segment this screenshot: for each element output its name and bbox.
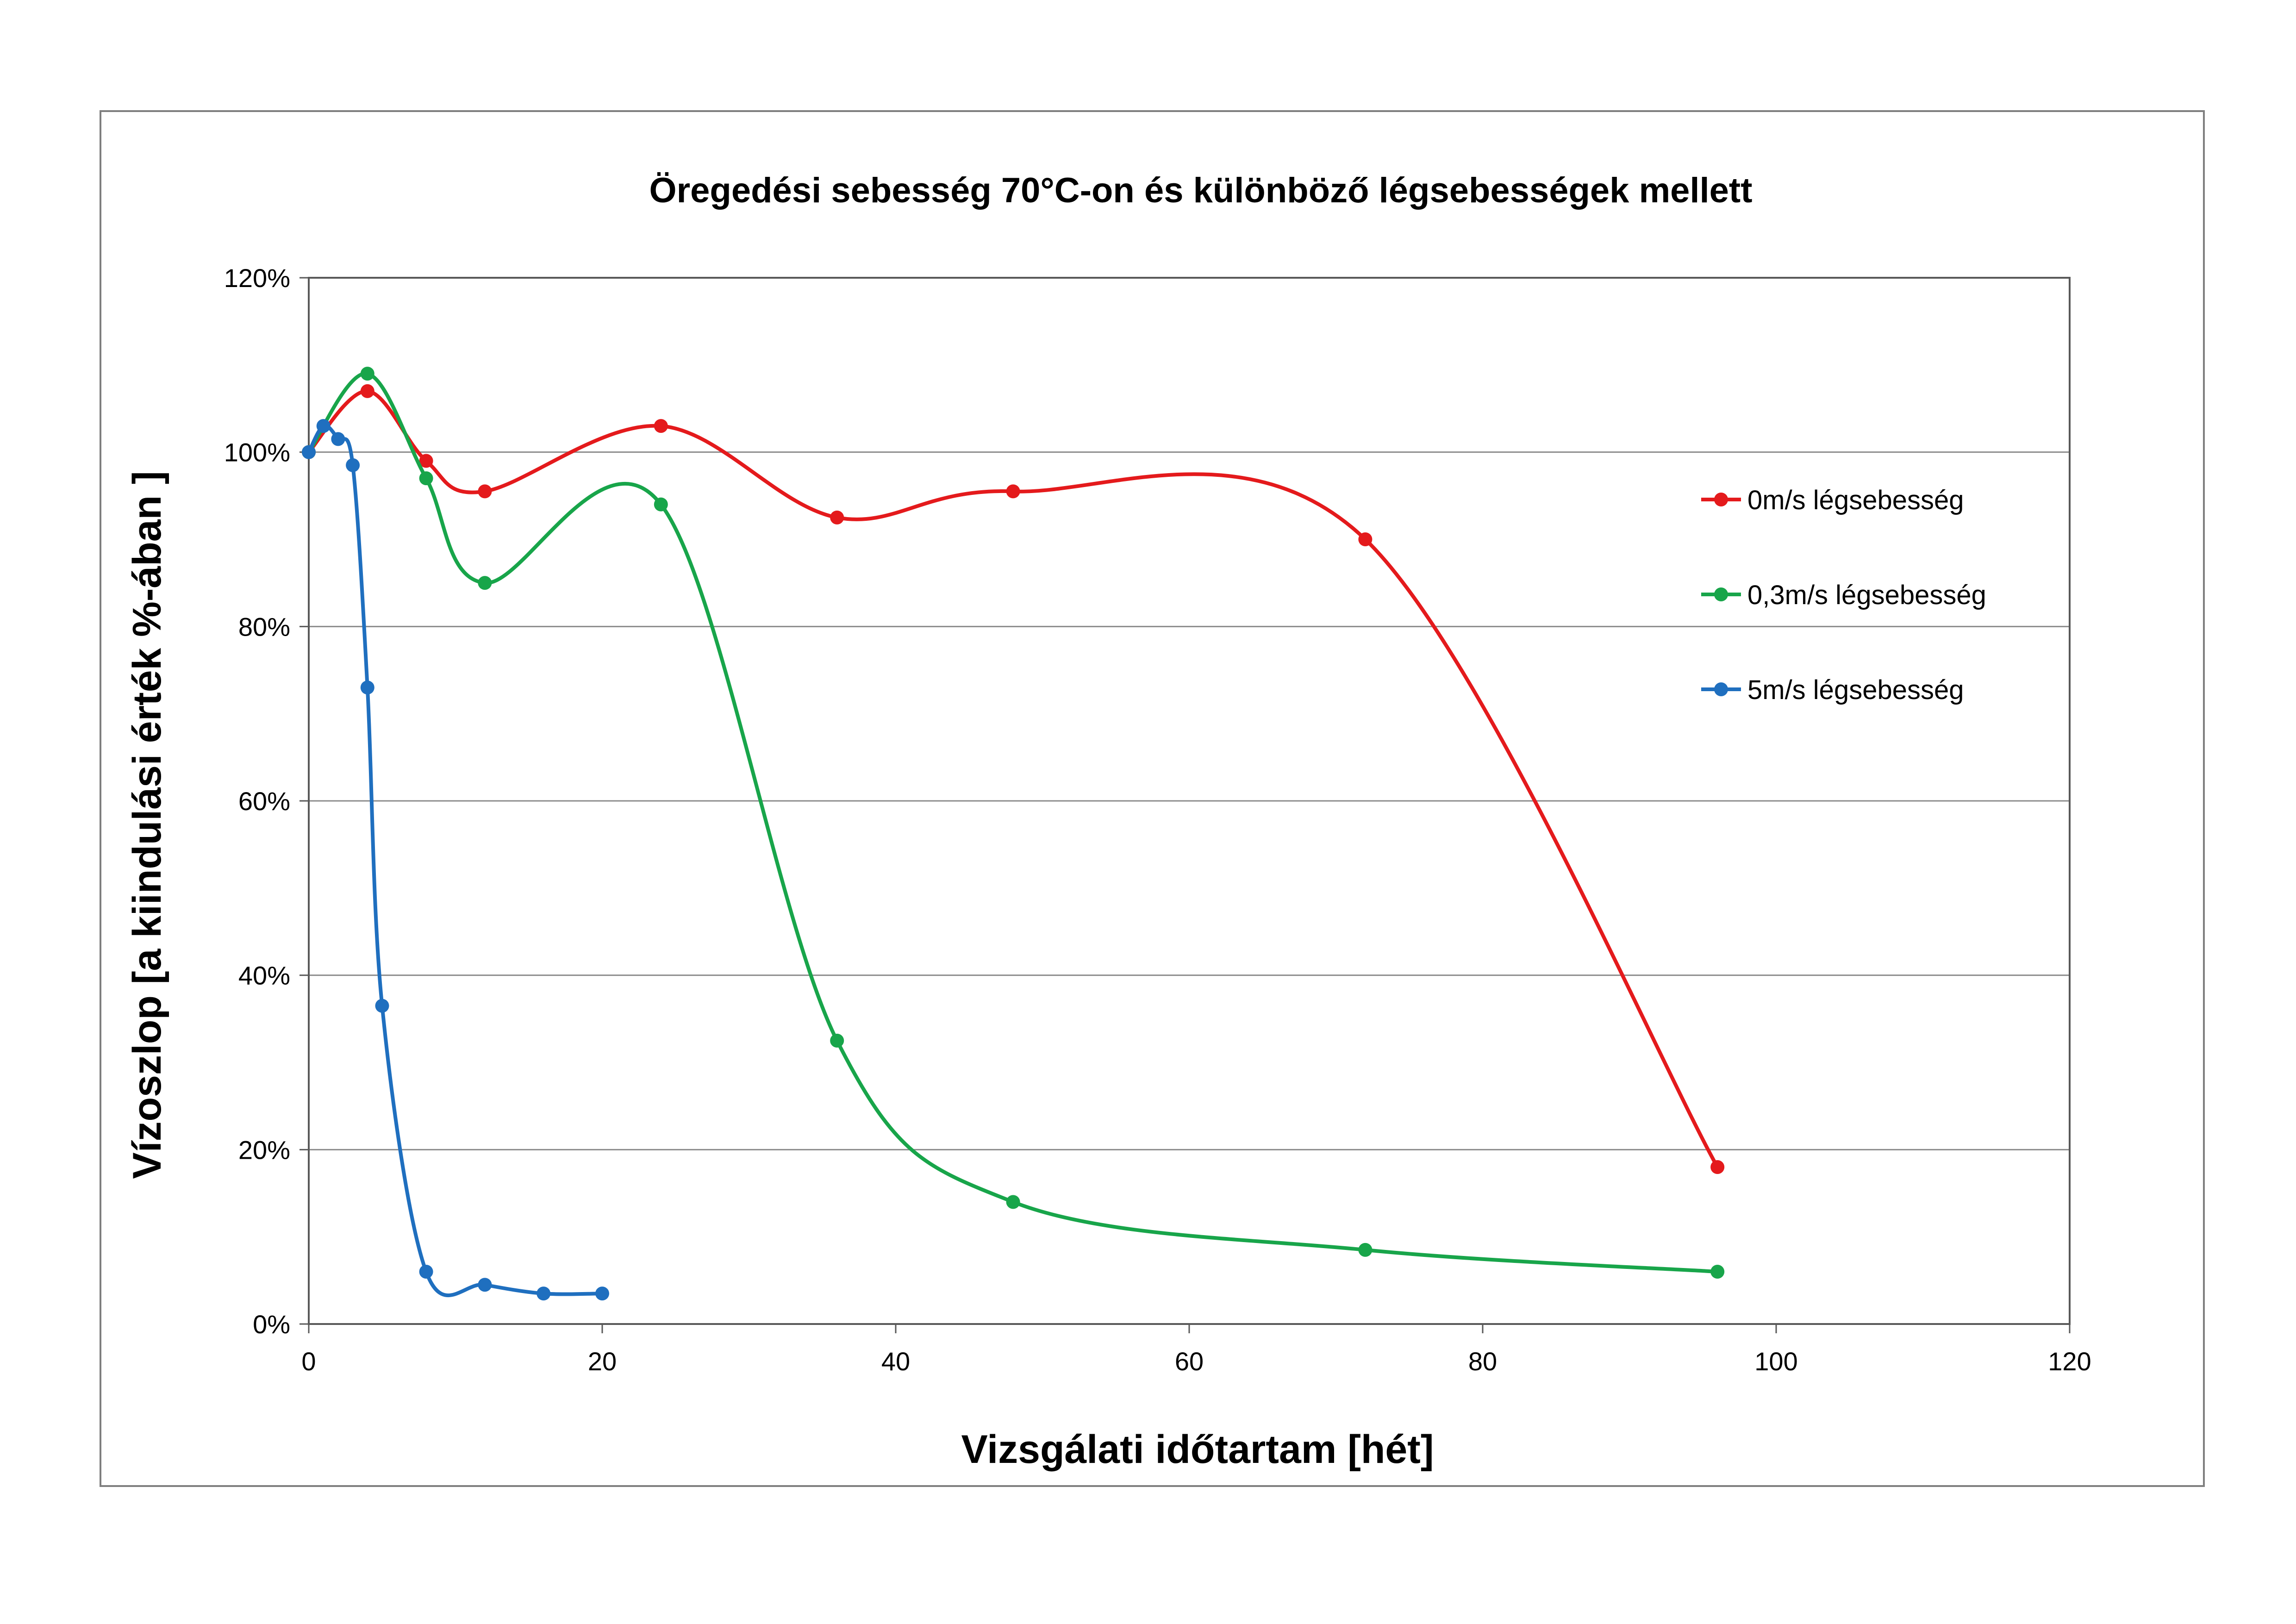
x-tick-label: 100 (1754, 1347, 1797, 1376)
series-2-point (1006, 1195, 1020, 1209)
series-2-point (654, 497, 668, 512)
x-tick-label: 60 (1175, 1347, 1204, 1376)
series-3-point (537, 1287, 551, 1301)
series-3-point (375, 999, 389, 1013)
series-3-point (316, 419, 331, 433)
series-2-point (360, 367, 374, 381)
series-1-legend-marker (1714, 493, 1728, 506)
series-1-point (1710, 1160, 1725, 1174)
series-1-point (654, 419, 668, 433)
series-1-point (830, 510, 844, 525)
y-tick-label: 20% (238, 1135, 290, 1164)
series-3-point (360, 681, 374, 695)
plot-area: 0% 20% 40% 60% 80% 100% 120% 0 20 40 60 80 100 120 (224, 263, 2091, 1376)
series-2-line (307, 372, 1718, 1274)
series-3-point (346, 458, 360, 472)
y-tick-label: 60% (238, 787, 290, 816)
chart-svg: Öregedési sebesség 70°C-on és különböző … (125, 171, 2091, 1472)
legend: 0m/s légsebesség 0,3m/s légsebesség 5m/s l… (1701, 485, 1986, 705)
series-2-legend-label: 0,3m/s légsebesség (1747, 580, 1986, 610)
series-1-line (307, 389, 1719, 1168)
y-tick-label: 80% (238, 612, 290, 641)
plot-border (308, 277, 2071, 1325)
chart-title: Öregedési sebesség 70°C-on és különböző … (649, 171, 1752, 210)
x-axis-label: Vizsgálati időtartam [hét] (961, 1427, 1434, 1472)
chart-frame: Öregedési sebesség 70°C-on és különböző … (100, 110, 2205, 1487)
y-axis-label: Vízoszlop [a kiindulási érték %-ában ] (125, 471, 169, 1179)
series-3-point (419, 1265, 433, 1279)
series-3-point (331, 432, 345, 446)
series-1-point (1358, 532, 1373, 546)
series-3-point (595, 1287, 609, 1301)
x-tick-label: 80 (1468, 1347, 1497, 1376)
x-tick-label: 40 (881, 1347, 910, 1376)
series-1-point (478, 484, 492, 499)
series-2-point (419, 471, 433, 486)
x-tick-label: 0 (301, 1347, 316, 1376)
series-3-point (478, 1278, 492, 1292)
series-2-legend-marker (1714, 587, 1728, 601)
series-2-point (1710, 1265, 1725, 1279)
series-1-legend-label: 0m/s légsebesség (1747, 485, 1964, 515)
series-3-legend-label: 5m/s légsebesség (1747, 675, 1964, 705)
series-2-point (478, 576, 492, 590)
series-2-point (830, 1033, 844, 1048)
y-tick-label: 100% (224, 438, 290, 467)
y-tick-label: 0% (253, 1310, 290, 1339)
series-1-point (419, 454, 433, 468)
x-tick-label: 120 (2048, 1347, 2091, 1376)
series-3-point (302, 445, 316, 459)
x-tick-label: 20 (588, 1347, 617, 1376)
series-3-legend-marker (1714, 682, 1728, 696)
y-tick-label: 120% (224, 263, 290, 293)
series-1-point (360, 384, 374, 398)
series-2-point (1358, 1243, 1373, 1257)
y-tick-label: 40% (238, 961, 290, 990)
series-1-point (1006, 484, 1020, 499)
